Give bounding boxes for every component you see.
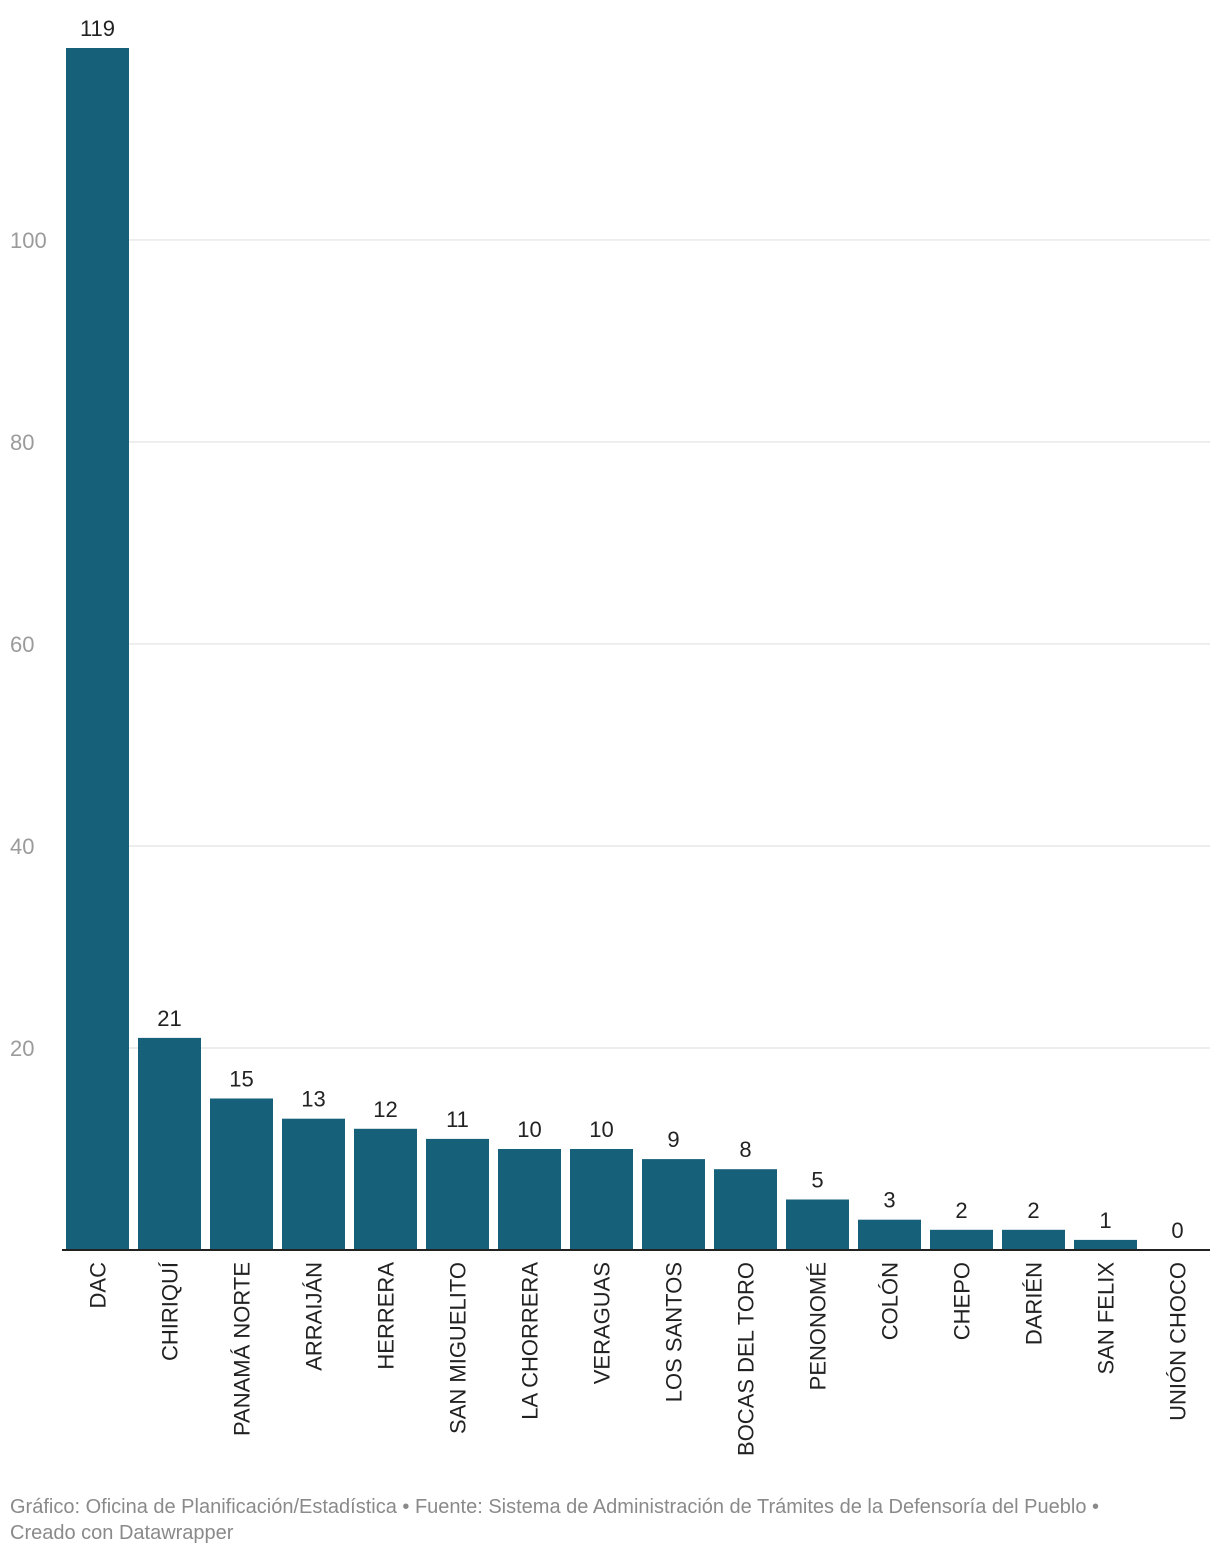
- category-label: SAN MIGUELITO: [446, 1262, 471, 1434]
- bar: [786, 1199, 849, 1250]
- bar-value-label: 15: [229, 1066, 253, 1091]
- bar: [426, 1138, 489, 1250]
- bar-value-label: 21: [157, 1006, 181, 1031]
- footer-credit-line: Gráfico: Oficina de Planificación/Estadí…: [10, 1496, 1099, 1518]
- footer-datawrapper-line: Creado con Datawrapper: [10, 1522, 234, 1544]
- category-label: DAC: [86, 1262, 111, 1309]
- category-label: ARRAIJÁN: [302, 1262, 327, 1371]
- bar: [498, 1148, 561, 1250]
- bar-value-label: 119: [80, 16, 115, 41]
- bar: [642, 1159, 705, 1250]
- bar-value-label: 13: [301, 1087, 325, 1112]
- bar: [138, 1037, 201, 1250]
- category-label: LOS SANTOS: [662, 1262, 687, 1402]
- bar-value-label: 2: [955, 1198, 967, 1223]
- bar: [354, 1128, 417, 1250]
- category-label: UNIÓN CHOCO: [1166, 1262, 1191, 1421]
- y-tick-label: 80: [10, 430, 34, 455]
- bar-value-label: 12: [373, 1097, 397, 1122]
- category-label: LA CHORRERA: [518, 1262, 543, 1420]
- category-label: VERAGUAS: [590, 1262, 615, 1384]
- category-labels: DAC CHIRIQUÍ PANAMÁ NORTE ARRAIJÁN HERRERA SA…: [86, 1261, 1191, 1456]
- bar-value-label: 5: [811, 1167, 823, 1192]
- bar: [66, 48, 129, 1250]
- bar-value-label: 8: [739, 1137, 751, 1162]
- bar-value-label: 2: [1027, 1198, 1039, 1223]
- bar: [282, 1118, 345, 1250]
- gridlines: 20 40 60 80 100: [10, 228, 1210, 1061]
- category-label: DARIÉN: [1022, 1262, 1047, 1345]
- bar-value-label: 3: [883, 1188, 895, 1213]
- bar-value-label: 10: [589, 1117, 613, 1142]
- bar: [930, 1229, 993, 1250]
- bar: [210, 1098, 273, 1250]
- category-label: SAN FELIX: [1094, 1262, 1119, 1375]
- bar: [1074, 1239, 1137, 1250]
- bars: [66, 48, 1137, 1250]
- category-label: PENONOMÉ: [806, 1262, 831, 1390]
- bar: [858, 1219, 921, 1250]
- bar-value-label: 0: [1171, 1218, 1183, 1243]
- y-tick-label: 20: [10, 1036, 34, 1061]
- bar-value-label: 9: [667, 1127, 679, 1152]
- y-tick-label: 60: [10, 632, 34, 657]
- category-label: CHIRIQUÍ: [158, 1261, 183, 1361]
- bar: [570, 1148, 633, 1250]
- bar-value-label: 1: [1099, 1208, 1111, 1233]
- category-label: PANAMÁ NORTE: [230, 1262, 255, 1436]
- y-tick-label: 100: [10, 228, 47, 253]
- bar: [1002, 1229, 1065, 1250]
- bar: [714, 1169, 777, 1250]
- category-label: HERRERA: [374, 1262, 399, 1370]
- category-label: CHEPO: [950, 1262, 975, 1340]
- category-label: BOCAS DEL TORO: [734, 1262, 759, 1456]
- bar-value-label: 10: [517, 1117, 541, 1142]
- category-label: COLÓN: [878, 1262, 903, 1340]
- bar-value-label: 11: [446, 1107, 469, 1132]
- y-tick-label: 40: [10, 834, 34, 859]
- chart-footer: Gráfico: Oficina de Planificación/Estadí…: [10, 1494, 1215, 1546]
